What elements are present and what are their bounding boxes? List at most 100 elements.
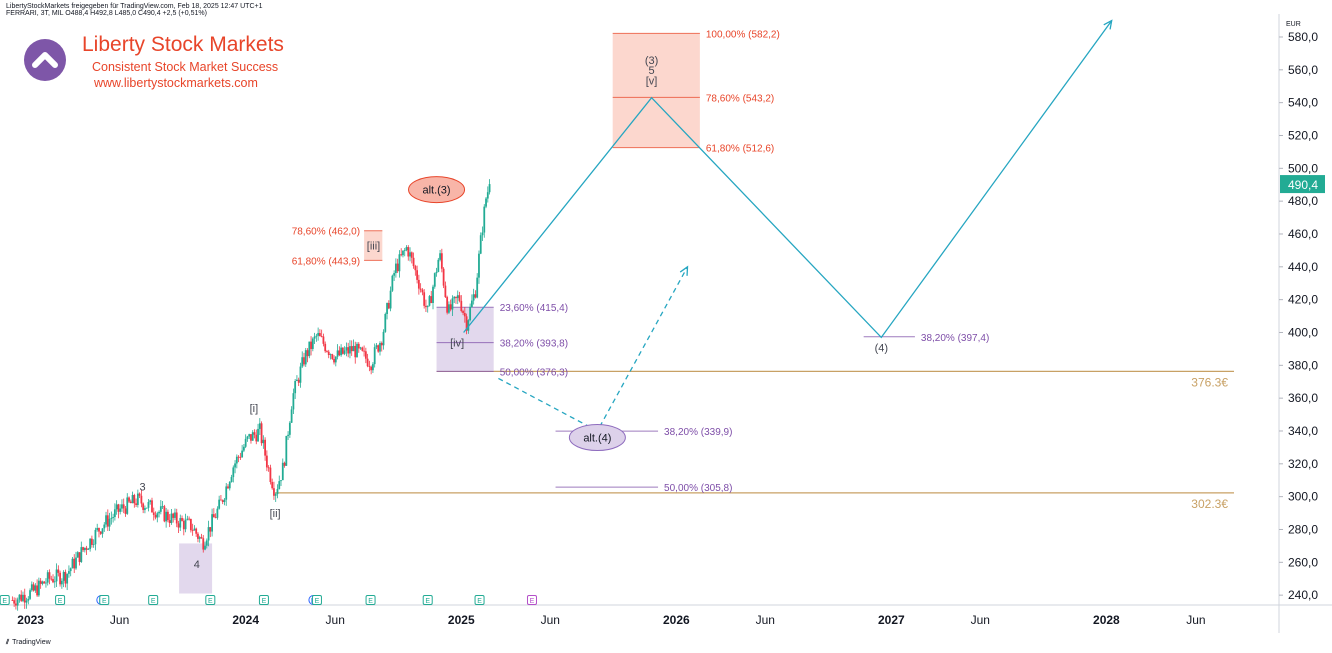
candle-body bbox=[112, 516, 115, 518]
candle-body bbox=[313, 336, 316, 339]
candle-body bbox=[15, 603, 17, 606]
event-markers: EEDEEEEDEEEEE bbox=[0, 595, 537, 605]
candle-body bbox=[212, 514, 215, 518]
candle-body bbox=[248, 434, 251, 437]
earnings-marker-icon bbox=[422, 595, 433, 605]
x-tick-label: 2023 bbox=[17, 613, 44, 627]
tradingview-label[interactable]: TradingView bbox=[12, 639, 51, 646]
candle-body bbox=[419, 288, 422, 290]
candle-body bbox=[154, 514, 157, 518]
candle-body bbox=[403, 250, 406, 251]
y-tick-label: 320,0 bbox=[1288, 457, 1318, 471]
candle-body bbox=[163, 506, 166, 522]
candle-body bbox=[232, 467, 235, 478]
candle-body bbox=[350, 346, 353, 352]
candle-body bbox=[310, 341, 312, 349]
candle-body bbox=[338, 350, 341, 356]
alt-projection-arrowhead bbox=[679, 265, 689, 276]
wave-label: [ii] bbox=[270, 508, 281, 520]
candle-body bbox=[179, 518, 182, 528]
candle-body bbox=[370, 366, 373, 371]
candle-body bbox=[48, 572, 51, 579]
candle-body bbox=[188, 518, 191, 520]
candle-body bbox=[235, 456, 238, 464]
earnings-marker-icon bbox=[258, 595, 269, 605]
symbol-label[interactable]: FERRARI, 3T, MIL bbox=[6, 10, 64, 17]
y-tick-label: 500,0 bbox=[1288, 161, 1318, 175]
candle-body bbox=[359, 347, 362, 349]
candle-body bbox=[449, 304, 452, 310]
candle-body bbox=[234, 463, 236, 468]
candle-body bbox=[37, 580, 40, 596]
candle-body bbox=[223, 499, 226, 502]
wave-label: (3) bbox=[645, 55, 658, 67]
candle-body bbox=[200, 537, 203, 539]
candle-body bbox=[27, 598, 30, 601]
candle-body bbox=[304, 350, 307, 365]
x-axis-ticks: 2023 Jun 2024 Jun 2025 Jun 2026 Jun 2027 Jun 2028 J… bbox=[17, 613, 1205, 627]
candle-body bbox=[73, 558, 76, 569]
x-tick-label: 2024 bbox=[232, 613, 259, 627]
wave-label: (4) bbox=[875, 342, 888, 354]
candle-body bbox=[315, 335, 318, 337]
x-tick-label: 2025 bbox=[448, 613, 475, 627]
candle-body bbox=[39, 580, 42, 584]
support-line-label: 302.3€ bbox=[1191, 497, 1228, 511]
candle-body bbox=[128, 497, 130, 502]
candle-body bbox=[486, 192, 489, 199]
candle-body bbox=[458, 295, 461, 301]
candle-body bbox=[131, 495, 134, 504]
candle-body bbox=[479, 235, 482, 254]
candle-body bbox=[306, 350, 309, 357]
x-tick-label: 2028 bbox=[1093, 613, 1120, 627]
candle-body bbox=[283, 462, 286, 466]
candle-body bbox=[352, 345, 355, 352]
fib-level-label: 38,20% (397,4) bbox=[921, 333, 989, 344]
candle-body bbox=[343, 350, 346, 354]
candle-body bbox=[59, 572, 61, 585]
candle-body bbox=[101, 528, 104, 534]
candle-body bbox=[410, 252, 413, 258]
candle-body bbox=[94, 529, 97, 545]
zone-4 bbox=[179, 543, 213, 594]
candle-body bbox=[140, 495, 143, 504]
tradingview-footer: ⫽ TradingView bbox=[6, 639, 51, 647]
earnings-marker-icon bbox=[526, 595, 537, 605]
candle-body bbox=[237, 456, 240, 458]
candle-body bbox=[87, 549, 90, 550]
candle-body bbox=[76, 552, 79, 558]
candle-body bbox=[269, 467, 272, 483]
candle-body bbox=[442, 268, 445, 286]
candle-body bbox=[209, 527, 212, 532]
candle-body bbox=[30, 584, 33, 591]
candle-body bbox=[246, 436, 249, 439]
candle-body bbox=[472, 294, 475, 301]
fib-level-label: 38,20% (339,9) bbox=[664, 427, 732, 438]
candle-body bbox=[113, 509, 116, 517]
candle-body bbox=[451, 298, 454, 310]
candle-body bbox=[29, 590, 31, 599]
ellipse-labels: alt.(3) alt.(4) bbox=[408, 176, 626, 452]
candle-body bbox=[103, 524, 106, 529]
branding-watermark: Liberty Stock Markets Consistent Stock M… bbox=[22, 33, 322, 93]
candle-body bbox=[483, 206, 486, 233]
candle-body bbox=[75, 557, 77, 569]
wave-label: 3 bbox=[140, 482, 146, 494]
candle-body bbox=[405, 247, 408, 251]
candle-body bbox=[204, 545, 206, 550]
candle-body bbox=[292, 393, 295, 410]
y-tick-label: 360,0 bbox=[1288, 391, 1318, 405]
brand-url[interactable]: www.libertystockmarkets.com bbox=[94, 76, 258, 90]
candle-body bbox=[437, 259, 440, 272]
x-tick-label: Jun bbox=[1186, 613, 1205, 627]
candle-body bbox=[184, 519, 187, 530]
x-tick-label: 2026 bbox=[663, 613, 690, 627]
candle-body bbox=[271, 482, 274, 489]
candle-body bbox=[456, 295, 459, 299]
candle-body bbox=[481, 232, 484, 236]
candle-body bbox=[78, 552, 81, 562]
candle-body bbox=[265, 455, 268, 468]
candle-body bbox=[264, 439, 267, 456]
candle-body bbox=[251, 432, 254, 441]
